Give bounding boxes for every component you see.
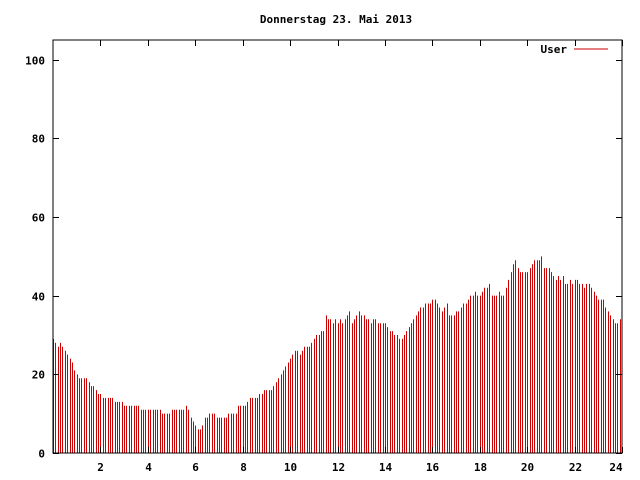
x-tick-label: 14 (379, 461, 393, 474)
chart-title: Donnerstag 23. Mai 2013 (260, 13, 412, 26)
x-axis: 2 4 6 8 10 12 14 16 18 20 22 24 (97, 40, 623, 474)
x-tick-label: 4 (145, 461, 152, 474)
x-tick-label: 2 (97, 461, 104, 474)
y-tick-label: 40 (32, 291, 45, 304)
x-tick-label: 22 (569, 461, 582, 474)
bar-series-user (53, 256, 621, 453)
plot-frame (52, 39, 623, 454)
x-tick-label: 8 (240, 461, 247, 474)
y-axis: 0 20 40 60 80 100 (25, 55, 622, 461)
x-tick-label: 18 (474, 461, 487, 474)
x-tick-label: 20 (521, 461, 534, 474)
y-tick-label: 80 (32, 133, 45, 146)
y-tick-label: 20 (32, 369, 45, 382)
x-tick-label: 10 (284, 461, 297, 474)
y-tick-label: 0 (38, 448, 45, 461)
y-tick-label: 60 (32, 212, 45, 225)
y-tick-label: 100 (25, 55, 45, 68)
x-tick-label: 24 (609, 461, 623, 474)
legend-label-user: User (541, 43, 568, 56)
x-tick-label: 12 (332, 461, 345, 474)
x-tick-label: 16 (426, 461, 440, 474)
legend: User (541, 43, 608, 56)
x-tick-label: 6 (192, 461, 199, 474)
